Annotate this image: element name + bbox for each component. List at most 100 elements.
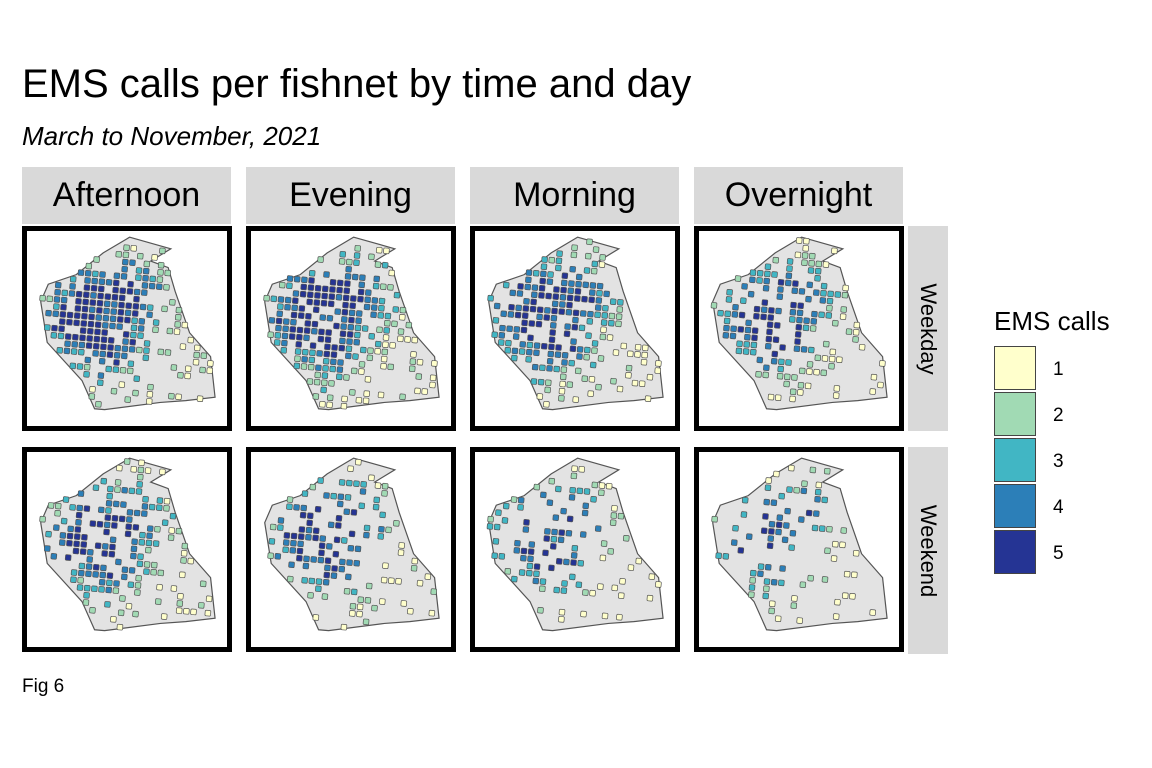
fishnet-cell [530,298,537,306]
fishnet-cell [732,303,739,311]
fishnet-cell [64,554,72,561]
fishnet-cell [486,523,494,530]
fishnet-cell [66,318,73,326]
fishnet-cell [83,592,90,599]
fishnet-cell [116,464,123,472]
fishnet-cell [76,584,84,591]
fishnet-cell [135,346,143,354]
fishnet-cell [594,525,602,532]
fishnet-cell [397,549,405,556]
fishnet-cell [783,522,790,529]
fishnet-cell [315,578,323,585]
fishnet-cell [572,309,580,317]
fishnet-cell [133,509,141,517]
fishnet-cell [360,481,367,488]
fishnet-cell [355,458,362,466]
fishnet-cell [76,504,84,512]
fishnet-cell [267,331,274,338]
fishnet-cell [359,274,366,281]
fishnet-cell [560,279,568,287]
fishnet-cell [54,502,62,510]
fishnet-cell [349,602,357,610]
fishnet-cell [805,509,813,517]
fishnet-cell [69,362,77,370]
fishnet-cell [187,336,195,344]
fishnet-cell [83,284,91,291]
fishnet-cell [560,507,567,515]
fishnet-cell [737,326,745,333]
fishnet-cell [551,307,558,315]
fishnet-cell [617,592,625,599]
fishnet-cell [146,532,153,540]
fishnet-cell [774,615,782,622]
fishnet-cell [522,305,530,312]
fishnet-cell [293,362,301,370]
fishnet-cell [777,279,785,286]
fishnet-cell [309,483,317,491]
fishnet-cell [118,301,125,309]
fishnet-cell [332,550,340,558]
fishnet-cell [315,364,322,372]
map-panel-morning-weekend [470,447,680,652]
fishnet-cell [539,364,546,372]
fishnet-cell [308,577,316,585]
fishnet-cell [168,392,175,400]
fishnet-cell [763,364,770,372]
fishnet-cell [100,336,108,343]
fishnet-cell [141,503,149,510]
fishnet-cell [84,277,91,284]
fishnet-cell [305,526,313,534]
fishnet-cell [627,564,635,571]
fishnet-cell [159,247,166,255]
fishnet-cell [301,356,308,363]
fishnet-cell [315,585,322,593]
fishnet-cell [274,332,282,339]
fishnet-cell [794,331,802,338]
fishnet-cell [340,323,347,330]
fishnet-cell [767,314,775,321]
fishnet-cell [368,474,375,482]
fishnet-cell [124,530,132,538]
fishnet-cell [305,313,312,320]
fishnet-cell [355,310,363,317]
fishnet-cell [64,333,72,340]
fishnet-cell [148,282,156,290]
fishnet-cell [760,306,768,314]
fishnet-cell [135,274,142,281]
fishnet-cell [797,381,805,389]
fishnet-cell [99,271,106,278]
fishnet-cell [78,562,86,570]
fishnet-cell [297,312,305,319]
fishnet-cell [781,536,789,544]
fishnet-cell [103,307,110,315]
fishnet-cell [818,525,826,532]
fishnet-cell [354,324,362,332]
fishnet-cell [109,543,116,551]
map-panel-evening-weekday [246,226,456,431]
fishnet-cell [560,286,567,294]
fishnet-cell [795,323,803,331]
fishnet-cell [340,537,348,544]
fishnet-cell [806,361,814,368]
fishnet-cell [319,314,327,321]
fishnet-cell [398,314,406,321]
fishnet-cell [277,303,284,310]
fishnet-cell [823,467,831,475]
fishnet-cell [93,256,100,263]
fishnet-cell [141,289,148,296]
fishnet-cell [531,284,539,291]
fishnet-cell [387,363,394,371]
fishnet-cell [580,610,587,618]
fishnet-cell [94,321,102,329]
fishnet-cell [328,380,335,387]
fishnet-cell [717,309,724,317]
fishnet-cell [525,348,533,356]
fishnet-cell [128,487,136,495]
fishnet-cell [586,238,593,246]
fishnet-cell [788,544,795,551]
fishnet-cell [416,358,424,366]
fishnet-cell [563,558,570,566]
fishnet-cell [510,496,518,503]
fishnet-cell [301,276,308,284]
fishnet-cell [157,348,165,356]
